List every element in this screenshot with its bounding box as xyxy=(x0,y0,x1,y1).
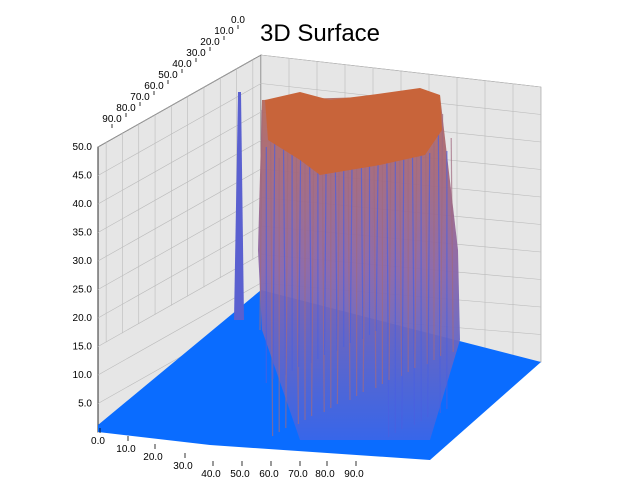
z-tick-label: 40.0 xyxy=(73,199,93,210)
surface-ridge xyxy=(270,133,274,437)
surface-spike xyxy=(234,92,244,320)
chart-title: 3D Surface xyxy=(259,20,381,47)
surface-ridge xyxy=(298,142,302,368)
surface-ridge xyxy=(285,131,289,429)
y-tick-label: 90.0 xyxy=(102,114,122,125)
x-tick-label: 70.0 xyxy=(288,469,308,480)
y-tick-label: 80.0 xyxy=(116,103,136,114)
surface-ridge xyxy=(295,155,299,425)
z-grid-line xyxy=(97,54,262,148)
z-grid-line xyxy=(97,197,262,290)
surface-ridge xyxy=(282,144,287,376)
surface-column xyxy=(258,95,460,440)
x-tick-label: 50.0 xyxy=(230,469,250,480)
x-tick-label: 80.0 xyxy=(315,469,335,480)
z-tick-label: 10.0 xyxy=(73,370,93,381)
z-tick-label: 25.0 xyxy=(73,285,93,296)
surface-ridge xyxy=(401,130,405,430)
z-tick-label: 50.0 xyxy=(73,142,93,153)
surface-ridge xyxy=(399,143,403,377)
y-tick-label: 10.0 xyxy=(214,26,234,37)
z-grid-line xyxy=(97,225,262,319)
surface-ridge xyxy=(414,141,418,369)
z-grid-line xyxy=(97,168,262,262)
surface-ridge xyxy=(373,121,377,389)
y-tick-label: 70.0 xyxy=(130,92,150,103)
y-tick-label: 50.0 xyxy=(158,70,178,81)
z-grid-line xyxy=(97,282,262,376)
z-grid-line xyxy=(97,140,262,233)
surface-ridge xyxy=(347,149,351,401)
surface-ridge xyxy=(450,137,454,353)
surface-ridge xyxy=(386,132,390,438)
surface-ridge xyxy=(321,127,325,413)
z-tick-label: 30.0 xyxy=(73,256,93,267)
z-grid-line xyxy=(97,254,262,347)
z-tick-label: 15.0 xyxy=(73,342,93,353)
z-grid-line xyxy=(97,83,262,176)
y-tick-label: 30.0 xyxy=(186,48,206,59)
z-tick-label: 45.0 xyxy=(73,171,93,182)
surface-ridge xyxy=(259,109,263,331)
x-tick-label: 20.0 xyxy=(143,452,163,463)
z-tick-label: 35.0 xyxy=(73,228,93,239)
surface-ridge xyxy=(375,158,379,332)
y-tick-label: 0.0 xyxy=(231,15,245,26)
surface-ridge xyxy=(362,147,366,393)
x-tick-label: 40.0 xyxy=(201,469,221,480)
z-tick-label: 20.0 xyxy=(73,313,93,324)
surface-plateau xyxy=(265,88,442,175)
x-tick-label: 90.0 xyxy=(344,469,364,480)
x-tick-label: 0.0 xyxy=(91,436,105,447)
surface-ridge xyxy=(437,126,441,414)
surface-ridges xyxy=(259,109,454,438)
surface-ridge xyxy=(334,138,338,352)
x-tick-label: 60.0 xyxy=(259,469,279,480)
surface-ridge xyxy=(388,119,392,381)
surface-ridge xyxy=(424,115,428,365)
surface-ridge xyxy=(311,153,315,417)
z-grid-line xyxy=(97,111,262,205)
surface-ridge xyxy=(349,136,353,344)
x-tick-label: 30.0 xyxy=(173,461,193,472)
x-tick-label: 10.0 xyxy=(116,444,136,455)
y-tick-label: 20.0 xyxy=(200,37,220,48)
y-tick-label: 40.0 xyxy=(172,59,192,70)
surface-ridge xyxy=(427,152,431,418)
surface-ridge xyxy=(411,154,416,426)
surface-ridge xyxy=(440,113,444,357)
z-tick-label: 5.0 xyxy=(78,399,92,410)
surface-ridge xyxy=(336,125,340,405)
y-tick-label: 60.0 xyxy=(144,81,164,92)
axis-ticks: 5.0 10.0 15.0 20.0 25.0 30.0 35.0 40.0 45.0 50.0 9… xyxy=(73,15,365,480)
surface-ridge xyxy=(272,120,276,380)
